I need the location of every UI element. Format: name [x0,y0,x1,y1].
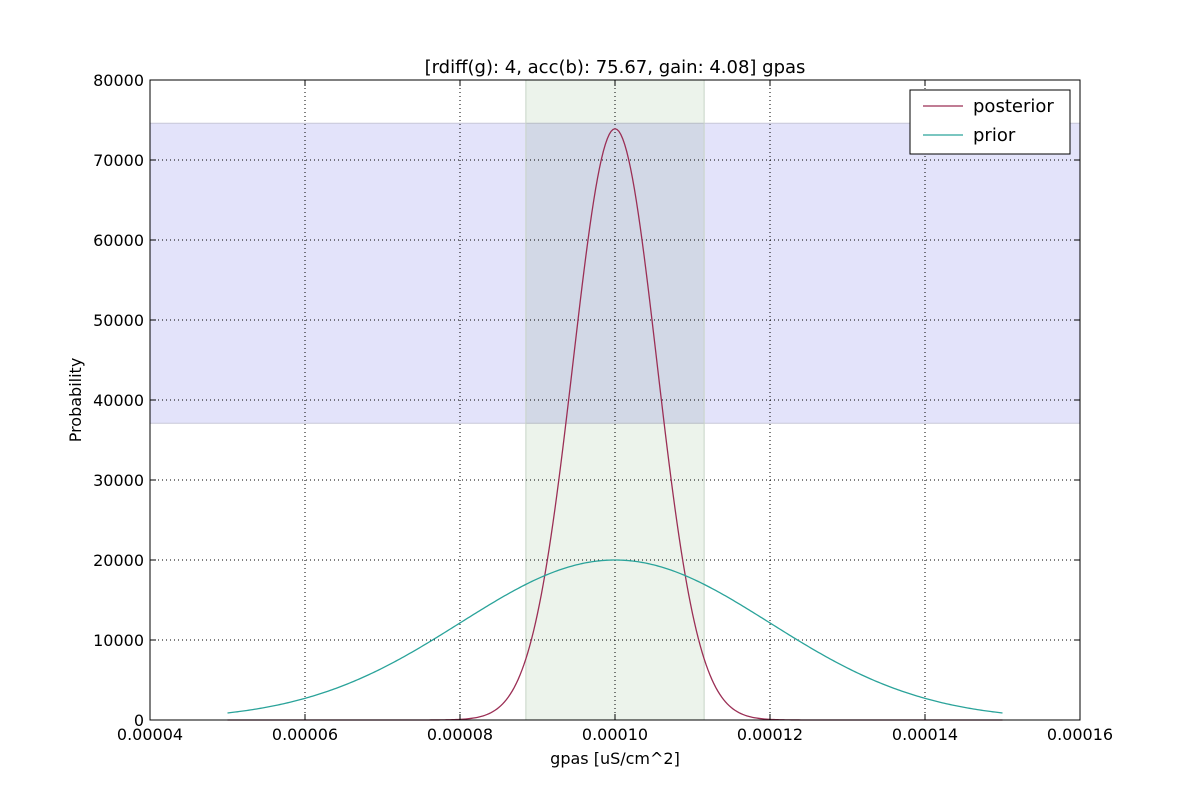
y-tick-label: 40000 [93,391,144,410]
x-tick-labels: 0.00004 0.00006 0.00008 0.00010 0.00012 0.000… [117,725,1113,744]
series-line-prior [227,559,1003,714]
y-tick-labels: 0 10000 20000 30000 40000 50000 60000 70000 8000… [93,71,144,730]
y-tick-label: 30000 [93,471,144,490]
y-tick-label: 0 [134,711,144,730]
legend: posterior prior [909,89,1071,155]
x-tick-label: 0.00012 [737,725,803,744]
x-tick-label: 0.00010 [582,725,648,744]
x-tick-label: 0.00016 [1047,725,1113,744]
axis-ticks [149,79,1081,721]
y-tick-label: 20000 [93,551,144,570]
legend-label-prior: prior [973,125,1016,146]
y-tick-label: 70000 [93,151,144,170]
y-axis-label: Probability [66,358,85,443]
x-tick-label: 0.00006 [272,725,338,744]
y-tick-label: 80000 [93,71,144,90]
x-axis-label: gpas [uS/cm^2] [550,749,680,768]
x-tick-label: 0.00008 [427,725,493,744]
shaded-bands [150,80,1080,720]
y-tick-label: 50000 [93,311,144,330]
x-tick-label: 0.00004 [117,725,183,744]
x-tick-label: 0.00014 [892,725,958,744]
legend-box [909,89,1071,155]
legend-label-posterior: posterior [973,96,1054,117]
y-tick-label: 10000 [93,631,144,650]
y-tick-label: 60000 [93,231,144,250]
chart-title: [rdiff(g): 4, acc(b): 75.67, gain: 4.08]… [425,57,806,78]
